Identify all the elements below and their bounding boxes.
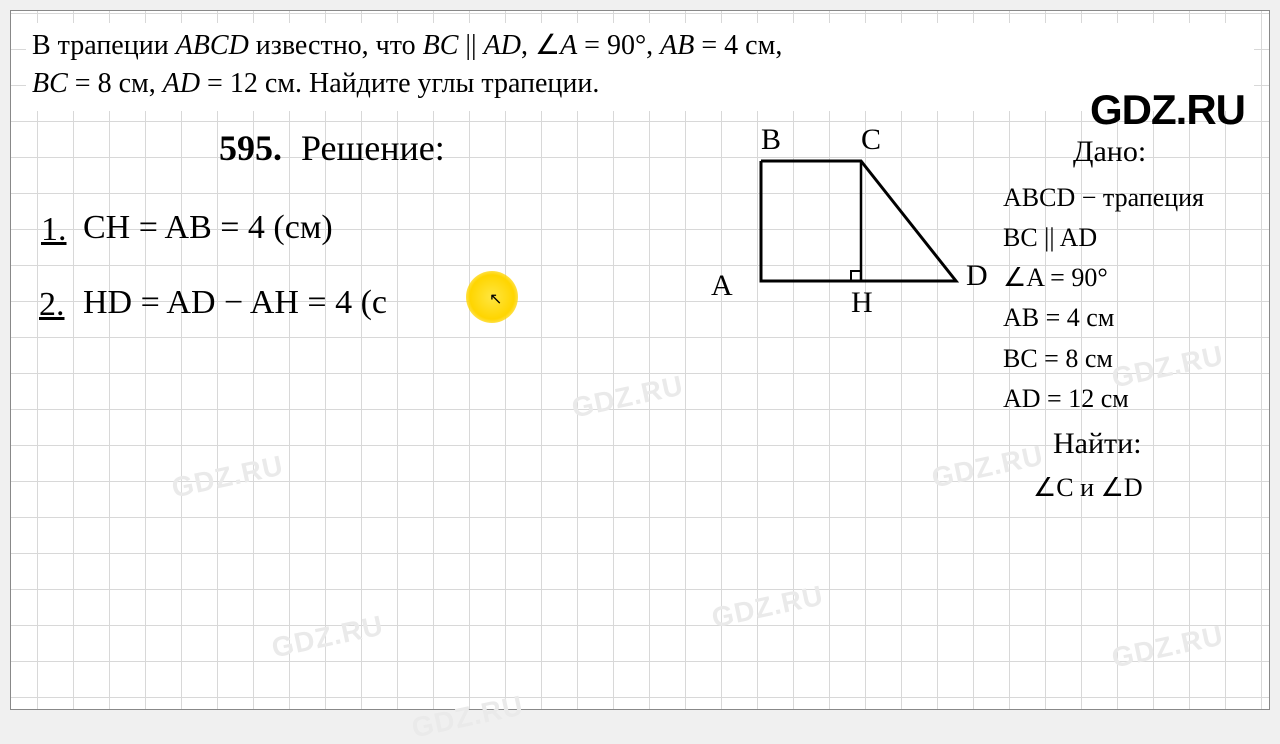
solution-heading-number: 595. <box>219 127 282 169</box>
vertex-B: B <box>761 123 781 157</box>
given-line3: ∠A = 90° <box>1003 258 1204 298</box>
find-title: Найти: <box>1053 421 1204 468</box>
site-logo: GDZ.RU <box>1090 86 1245 134</box>
find-body: ∠C и ∠D <box>1033 468 1204 508</box>
given-line4: AB = 4 см <box>1003 298 1204 338</box>
problem-statement: В трапеции ABCD известно, что BC || AD, … <box>26 23 1254 111</box>
vertex-D: D <box>966 259 988 293</box>
solution-heading-word: Решение: <box>301 127 445 169</box>
given-block: Дано: ABCD − трапеция BC || AD ∠A = 90° … <box>1003 129 1204 508</box>
given-line1: ABCD − трапеция <box>1003 178 1204 218</box>
vertex-H: H <box>851 286 873 320</box>
vertex-A: A <box>711 269 733 303</box>
given-line6: AD = 12 см <box>1003 379 1204 419</box>
step2-number: 2. <box>39 286 65 324</box>
step1-body: CH = AB = 4 (см) <box>83 209 333 247</box>
step2-body: HD = AD − AH = 4 (с <box>83 284 387 322</box>
cursor-arrow-icon: ↖ <box>489 289 502 309</box>
problem-line1: В трапеции ABCD известно, что BC || AD, … <box>32 30 782 61</box>
paper-sheet: GDZ.RU GDZ.RU GDZ.RU GDZ.RU GDZ.RU GDZ.R… <box>10 10 1270 710</box>
given-line5: BC = 8 см <box>1003 339 1204 379</box>
step1-number: 1. <box>41 211 67 249</box>
given-line2: BC || AD <box>1003 218 1204 258</box>
vertex-C: C <box>861 123 881 157</box>
problem-line2: BC = 8 см, AD = 12 см. Найдите углы трап… <box>32 68 599 99</box>
given-title: Дано: <box>1073 129 1204 176</box>
trapezoid-diagram <box>701 131 981 321</box>
